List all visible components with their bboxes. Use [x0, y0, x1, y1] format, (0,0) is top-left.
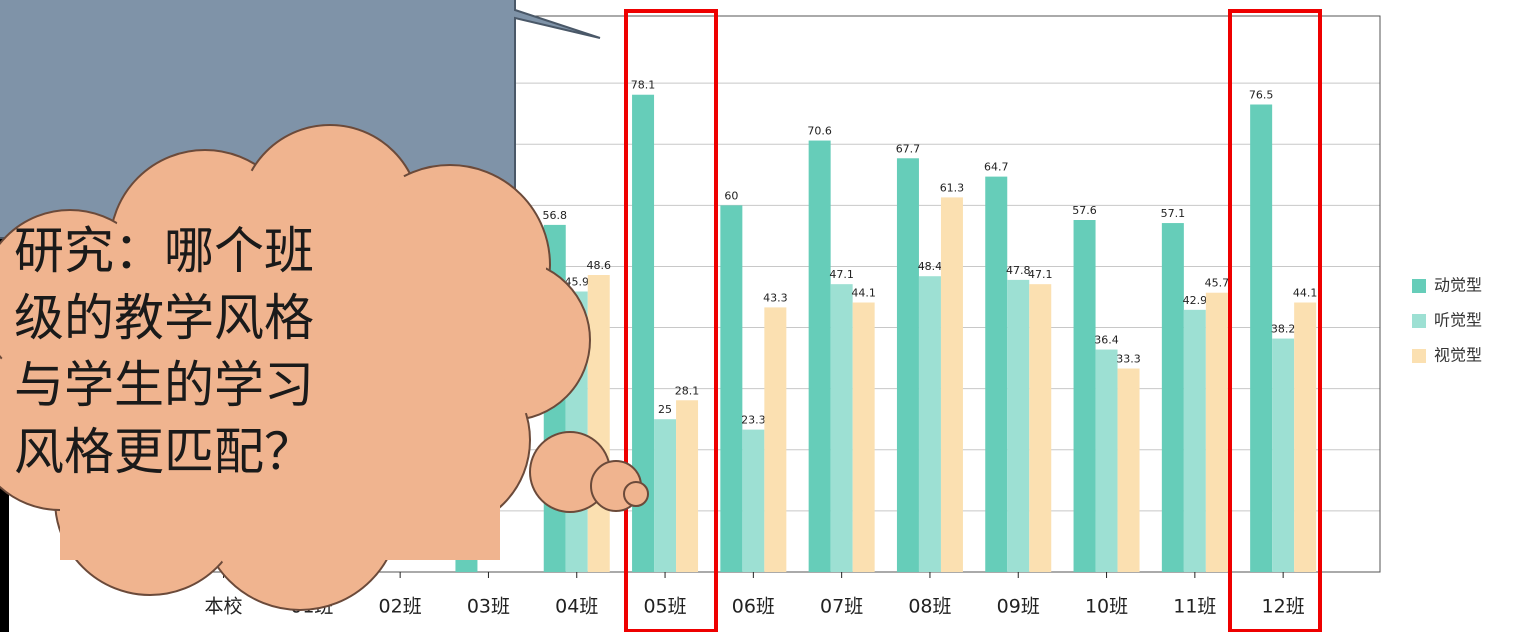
cloud-text: 风格更匹配？: [14, 423, 314, 481]
cloud-text: 与学生的学习: [14, 356, 314, 414]
legend-label: 听觉型: [1434, 311, 1482, 330]
value-label: 48.4: [918, 260, 943, 273]
value-label: 25: [658, 403, 672, 416]
bar: [654, 419, 677, 572]
value-label: 70.6: [807, 125, 832, 138]
value-label: 47.1: [829, 268, 854, 281]
bar: [1161, 223, 1184, 573]
bar: [1117, 368, 1140, 572]
x-tick-label: 09班: [997, 596, 1040, 618]
x-tick-label: 07班: [820, 596, 863, 618]
bar: [808, 140, 831, 573]
value-label: 28.1: [675, 384, 700, 397]
x-tick-label: 本校: [205, 596, 243, 618]
value-label: 44.1: [1293, 287, 1318, 300]
bar: [1073, 220, 1096, 572]
value-label: 38.2: [1271, 323, 1296, 336]
value-label: 76.5: [1249, 89, 1274, 102]
x-tick-label: 06班: [732, 596, 775, 618]
legend-swatch: [1412, 279, 1426, 293]
value-label: 23.3: [741, 414, 766, 427]
cloud-text: 级的教学风格: [14, 289, 314, 347]
cloud: [0, 124, 649, 611]
x-tick-label: 02班: [379, 596, 422, 618]
x-tick-label: 08班: [908, 596, 951, 618]
value-label: 57.1: [1161, 207, 1186, 220]
value-label: 67.7: [896, 142, 921, 155]
bar: [632, 94, 655, 572]
value-label: 43.3: [763, 291, 788, 304]
bar: [985, 176, 1008, 572]
bar: [940, 197, 963, 572]
value-label: 61.3: [940, 181, 965, 194]
x-tick-label: 11班: [1173, 596, 1216, 618]
bar: [676, 400, 699, 572]
value-label: 45.7: [1205, 277, 1230, 290]
x-tick-label: 04班: [555, 596, 598, 618]
legend-label: 视觉型: [1434, 346, 1482, 365]
x-tick-label: 12班: [1262, 596, 1305, 618]
overlay: 研究：哪个班 级的教学风格 与学生的学习 风格更匹配？: [0, 0, 1322, 633]
x-tick-label: 10班: [1085, 596, 1128, 618]
value-label: 60: [724, 189, 738, 202]
cloud-text: 研究：哪个班: [14, 222, 314, 280]
bar: [1205, 292, 1228, 572]
value-label: 47.8: [1006, 264, 1031, 277]
bar: [1029, 284, 1052, 572]
value-label: 56.8: [543, 209, 568, 222]
x-tick-label: 05班: [643, 596, 686, 618]
highlight-box: [1228, 9, 1322, 633]
legend-swatch: [1412, 349, 1426, 363]
highlight-box: [624, 9, 718, 633]
bar: [1007, 279, 1030, 572]
bar: [1272, 338, 1295, 572]
bar: [720, 205, 743, 573]
bar: [764, 307, 787, 572]
value-label: 78.1: [631, 79, 656, 92]
value-label: 47.1: [1028, 268, 1053, 281]
bar: [1294, 302, 1317, 572]
value-label: 45.9: [565, 276, 590, 289]
value-label: 36.4: [1094, 334, 1119, 347]
legend-swatch: [1412, 314, 1426, 328]
value-label: 57.6: [1072, 204, 1097, 217]
value-label: 48.6: [587, 259, 612, 272]
x-tick-label: 03班: [467, 596, 510, 618]
legend-label: 动觉型: [1434, 276, 1482, 295]
value-label: 33.3: [1116, 353, 1141, 366]
bar: [896, 158, 919, 572]
bar: [830, 284, 853, 572]
bar: [918, 276, 941, 572]
bar: [587, 275, 610, 572]
bar: [742, 429, 765, 572]
bar: [1183, 309, 1206, 572]
value-label: 64.7: [984, 161, 1009, 174]
bar: [1095, 349, 1118, 572]
value-label: 44.1: [851, 287, 876, 300]
bar: [1250, 104, 1273, 572]
value-label: 42.9: [1183, 294, 1208, 307]
bar: [852, 302, 875, 572]
